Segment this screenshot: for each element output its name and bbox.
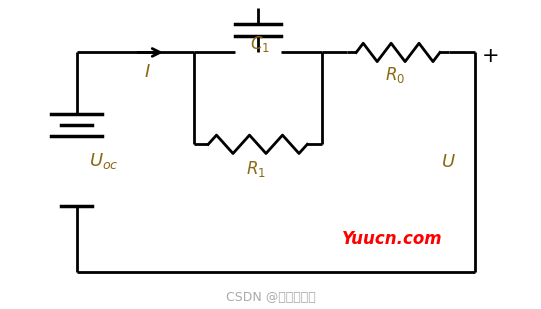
Text: $R_1$: $R_1$ [246,159,266,179]
Text: $U_{oc}$: $U_{oc}$ [89,151,119,171]
Text: $C_1$: $C_1$ [250,34,270,54]
Text: $+$: $+$ [481,46,498,66]
Text: $R_0$: $R_0$ [385,66,406,86]
Text: Yuucn.com: Yuucn.com [342,230,443,248]
Text: $I$: $I$ [144,63,151,81]
Text: $U$: $U$ [441,153,456,171]
Text: CSDN @新能源姥大: CSDN @新能源姥大 [226,290,315,303]
